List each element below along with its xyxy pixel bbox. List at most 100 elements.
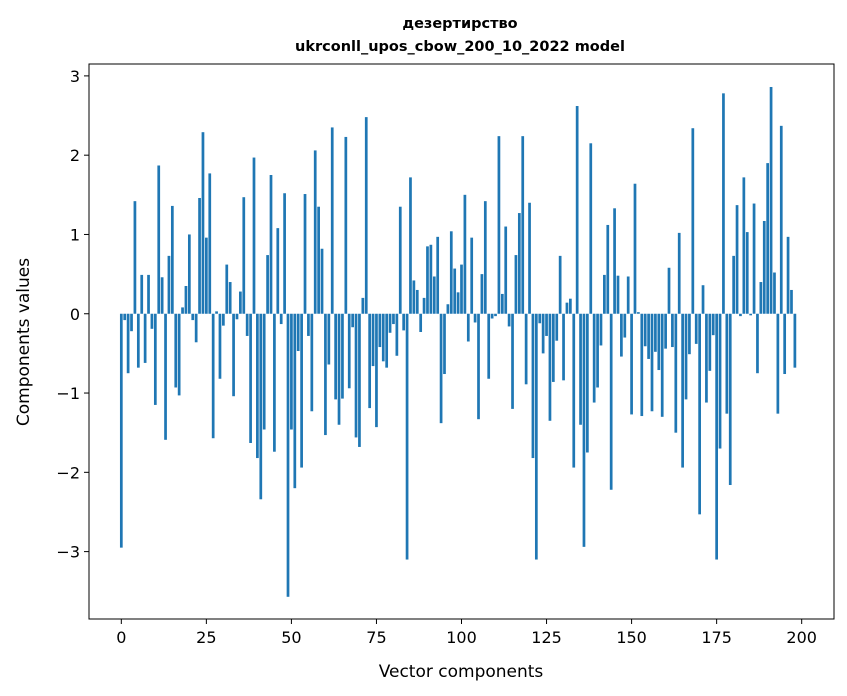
bar	[303, 194, 307, 314]
bar	[643, 313, 647, 347]
bar	[596, 313, 599, 388]
bar	[684, 313, 688, 400]
bar	[681, 313, 684, 468]
bar	[191, 313, 195, 321]
bar	[756, 313, 759, 374]
bar	[351, 313, 354, 328]
bar	[739, 313, 742, 317]
bar	[320, 248, 324, 314]
bar	[582, 313, 586, 547]
bar	[429, 244, 433, 314]
bar	[701, 285, 705, 314]
bar	[732, 255, 736, 314]
bar	[307, 313, 310, 336]
x-tick-label: 25	[196, 628, 216, 647]
bar	[534, 313, 538, 560]
bar	[776, 313, 780, 414]
bar	[538, 313, 542, 324]
bar	[548, 313, 552, 421]
bar	[592, 313, 596, 403]
bar	[647, 313, 650, 359]
bar	[603, 274, 606, 314]
bar	[500, 293, 504, 314]
bar	[218, 313, 222, 379]
bar	[361, 297, 365, 314]
bar	[324, 313, 327, 436]
bar	[184, 286, 188, 314]
x-tick-label: 175	[701, 628, 732, 647]
bar	[742, 177, 746, 314]
bar	[123, 313, 127, 321]
bar	[623, 313, 627, 338]
bar	[143, 313, 147, 363]
x-axis-label: Vector components	[379, 662, 544, 682]
bar	[494, 313, 497, 317]
bar	[269, 175, 273, 314]
x-tick-label: 125	[531, 628, 562, 647]
bar	[460, 264, 463, 314]
y-tick-label: 0	[70, 305, 80, 324]
bar	[310, 313, 314, 412]
bar	[371, 313, 375, 367]
bar	[205, 237, 208, 314]
bar	[694, 313, 698, 344]
bar	[620, 313, 623, 357]
bar	[654, 313, 657, 352]
bar	[222, 313, 225, 326]
bar	[194, 313, 198, 343]
bar	[354, 313, 358, 438]
chart-title: дезертирство	[402, 16, 517, 32]
bar	[762, 220, 766, 314]
bar	[616, 275, 620, 314]
bar	[572, 313, 576, 468]
bar	[126, 313, 130, 374]
x-tick-label: 50	[281, 628, 301, 647]
bar	[671, 313, 674, 348]
y-tick-label: −2	[56, 463, 80, 482]
bar	[334, 313, 337, 400]
bar	[245, 313, 249, 336]
bar	[177, 313, 181, 396]
bar	[708, 313, 712, 371]
bar	[167, 255, 171, 314]
bar	[579, 313, 582, 425]
bar	[119, 313, 123, 548]
bar	[419, 313, 423, 332]
bar	[286, 313, 290, 597]
bar	[388, 313, 392, 333]
bar	[541, 313, 545, 354]
bar	[487, 313, 491, 379]
bar	[711, 313, 715, 336]
bar	[766, 163, 770, 314]
bar	[466, 313, 470, 342]
bar	[347, 313, 351, 389]
bar	[606, 224, 610, 314]
bar	[637, 312, 640, 314]
bar	[130, 313, 133, 332]
bar	[187, 234, 191, 314]
bar	[252, 157, 256, 314]
bar	[477, 313, 480, 420]
bar	[575, 106, 579, 314]
bar	[793, 313, 797, 368]
bar	[511, 313, 514, 409]
x-axis-ticks: 0 25 50 75 100 125 150 175 200	[116, 619, 817, 647]
bar	[279, 313, 283, 325]
bar	[688, 313, 691, 355]
bar	[181, 307, 184, 314]
y-tick-label: −1	[56, 384, 80, 403]
bar	[705, 313, 708, 403]
bar	[266, 255, 269, 314]
bar	[313, 150, 317, 314]
bar	[208, 173, 212, 314]
bar	[443, 313, 446, 375]
bar	[589, 143, 593, 314]
bar	[235, 313, 239, 320]
bar	[517, 213, 521, 314]
bar	[528, 202, 531, 314]
bar	[752, 203, 756, 314]
bar	[136, 313, 140, 368]
chart-subtitle: ukrconll_upos_cbow_200_10_2022 model	[295, 39, 625, 55]
bar	[426, 246, 429, 314]
